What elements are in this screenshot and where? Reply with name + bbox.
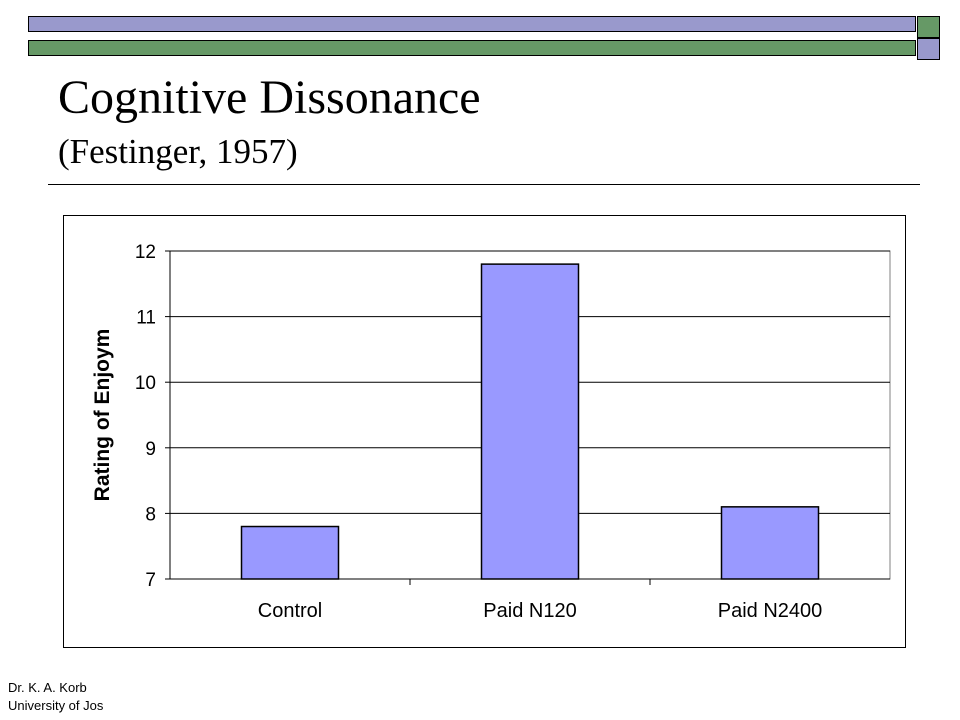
y-tick-label: 9 [145,439,156,460]
y-tick-label: 7 [145,570,156,591]
footer: Dr. K. A. Korb University of Jos [8,679,103,715]
slide-subtitle: (Festinger, 1957) [58,132,298,171]
slide-title: Cognitive Dissonance [58,71,481,124]
header-top-band [28,16,916,32]
x-tick-label: Paid N2400 [718,600,823,622]
header-top-square [917,16,940,38]
bar-control [240,525,340,580]
footer-author: Dr. K. A. Korb [8,680,87,695]
x-tick-label: Paid N120 [483,600,576,622]
x-tick-labels: Control Paid N120 Paid N2400 [258,600,823,622]
header-bottom-band [28,40,916,56]
footer-institution: University of Jos [8,698,104,713]
y-axis-label: Rating of Enjoym [91,329,114,502]
bar-paid-n120 [480,263,580,580]
title-divider [48,184,920,185]
header-bottom-square [917,38,940,60]
x-tick-label: Control [258,600,322,622]
y-tick-label: 11 [136,308,156,329]
y-tick-label: 12 [135,242,156,263]
y-tick-labels: 7 8 9 10 11 12 [135,242,156,591]
bar-chart: 7 8 9 10 11 12 Control Paid N120 Paid N2400 Rat… [91,242,891,622]
chart-frame: 7 8 9 10 11 12 Control Paid N120 Paid N2400 Rat… [63,215,906,648]
bars [240,263,820,580]
bar-paid-n2400 [720,506,820,580]
y-tick-label: 10 [135,373,156,394]
y-tick-label: 8 [145,504,156,525]
